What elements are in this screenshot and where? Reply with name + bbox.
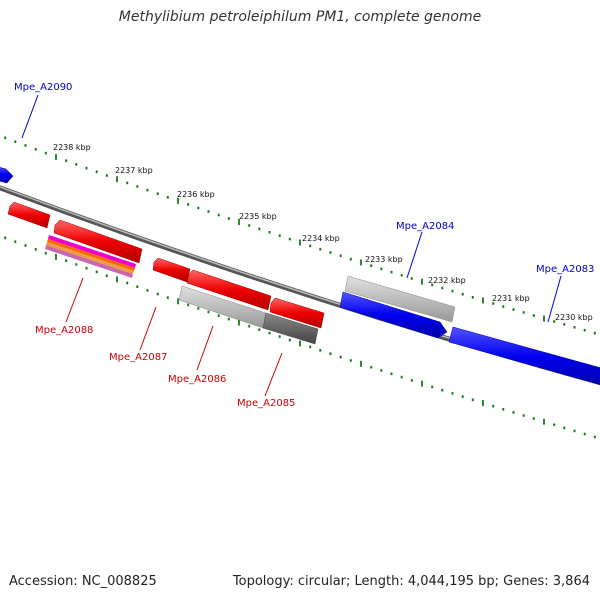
kbp-labels: 2238 kbp 2237 kbp 2236 kbp 2235 kbp 2234… <box>53 143 593 322</box>
gene-block-grey[interactable] <box>344 275 456 323</box>
gene-block-dark[interactable] <box>262 312 319 345</box>
kbp-label: 2233 kbp <box>365 255 403 264</box>
gene-label-forward[interactable]: Mpe_A2090 <box>14 82 72 93</box>
gene-arrow-mpe-a2087[interactable] <box>152 257 191 283</box>
inner-tick-row <box>4 236 596 439</box>
gene-arrow-mpe-a2084[interactable] <box>339 291 448 339</box>
reverse-strand-genes <box>7 201 325 329</box>
gene-arrow-mpe-a2086[interactable] <box>186 269 272 311</box>
forward-strand-genes <box>0 166 600 386</box>
gene-label-reverse[interactable]: Mpe_A2087 <box>109 352 167 363</box>
gene-arrow-mpe-a2088-2[interactable] <box>53 219 143 264</box>
kbp-label: 2238 kbp <box>53 143 91 152</box>
outer-tick-row <box>4 136 596 335</box>
kbp-label: 2237 kbp <box>115 166 153 175</box>
accession-text: Accession: NC_008825 <box>9 574 157 589</box>
genome-summary-text: Topology: circular; Length: 4,044,195 bp… <box>232 574 590 589</box>
gene-labels: Mpe_A2090 Mpe_A2084 Mpe_A2083 Mpe_A2088 … <box>14 82 594 409</box>
genome-title: Methylibium petroleiphilum PM1, complete… <box>118 9 482 25</box>
gene-arrow-mpe-a2083[interactable] <box>448 326 600 386</box>
label-leaders <box>21 94 562 397</box>
kbp-label: 2230 kbp <box>555 313 593 322</box>
kbp-label: 2235 kbp <box>239 212 277 221</box>
gene-label-reverse[interactable]: Mpe_A2088 <box>35 325 93 336</box>
gene-label-forward[interactable]: Mpe_A2084 <box>396 221 454 232</box>
feature-band-stack <box>45 235 136 278</box>
gene-label-forward[interactable]: Mpe_A2083 <box>536 264 594 275</box>
kbp-label: 2234 kbp <box>302 234 340 243</box>
gene-arrow-mpe-a2085[interactable] <box>269 297 325 329</box>
gene-arrow-mpe-a2090[interactable] <box>0 166 14 184</box>
genome-map: 2238 kbp 2237 kbp 2236 kbp 2235 kbp 2234… <box>0 82 600 439</box>
gene-label-reverse[interactable]: Mpe_A2086 <box>168 374 226 385</box>
reverse-grey-blocks <box>178 285 319 345</box>
kbp-label: 2232 kbp <box>428 276 466 285</box>
kbp-label: 2231 kbp <box>492 294 530 303</box>
gene-label-reverse[interactable]: Mpe_A2085 <box>237 398 295 409</box>
kbp-label: 2236 kbp <box>177 190 215 199</box>
gene-arrow-mpe-a2088-1[interactable] <box>7 201 51 229</box>
